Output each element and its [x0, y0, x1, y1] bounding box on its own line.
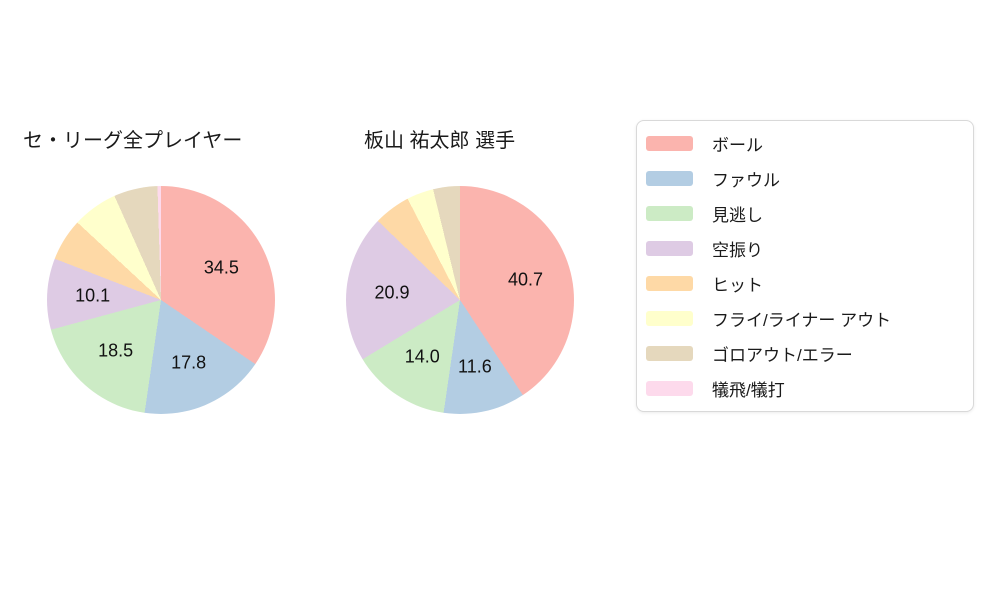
slice-value-label: 11.6	[458, 356, 492, 377]
legend-label: ファウル	[712, 171, 780, 190]
legend-label: 犠飛/犠打	[712, 381, 785, 400]
legend-swatch	[646, 136, 693, 151]
legend-item: ゴロアウト/エラー	[637, 336, 973, 371]
slice-value-label: 18.5	[98, 340, 134, 361]
legend-label: ヒット	[712, 276, 763, 295]
slice-value-label: 34.5	[203, 257, 239, 278]
legend-label: 空振り	[712, 241, 763, 260]
legend-swatch	[646, 206, 693, 221]
legend-label: ボール	[712, 136, 763, 155]
slice-value-label: 14.0	[404, 346, 440, 367]
legend-swatch	[646, 381, 693, 396]
pie-title-league: セ・リーグ全プレイヤー	[23, 130, 243, 152]
pie-title-player: 板山 祐太郎 選手	[364, 130, 516, 152]
legend-swatch	[646, 311, 693, 326]
slice-value-label: 17.8	[171, 352, 207, 373]
legend-item: フライ/ライナー アウト	[637, 301, 973, 336]
legend-swatch	[646, 346, 693, 361]
legend-swatch	[646, 276, 693, 291]
legend-label: 見逃し	[712, 206, 763, 225]
slice-value-label: 10.1	[75, 285, 111, 306]
legend-item: ボール	[637, 126, 973, 161]
legend-item: ファウル	[637, 161, 973, 196]
legend-item: 空振り	[637, 231, 973, 266]
slice-value-label: 40.7	[507, 269, 544, 290]
legend-item: 見逃し	[637, 196, 973, 231]
legend-swatch	[646, 171, 693, 186]
legend-item: ヒット	[637, 266, 973, 301]
legend-swatch	[646, 241, 693, 256]
legend-label: ゴロアウト/エラー	[712, 346, 853, 365]
pie-chart-player: 40.7 11.6 14.0 20.9	[346, 186, 574, 414]
legend: ボールファウル見逃し空振りヒットフライ/ライナー アウト ゴロアウト/エラー 犠飛/…	[636, 120, 974, 412]
pie-chart-league: 34.5 17.8 18.5 10.1	[47, 186, 275, 414]
legend-item: 犠飛/犠打	[637, 371, 973, 406]
slice-value-label: 20.9	[374, 282, 410, 302]
legend-label: フライ/ライナー アウト	[712, 311, 892, 330]
